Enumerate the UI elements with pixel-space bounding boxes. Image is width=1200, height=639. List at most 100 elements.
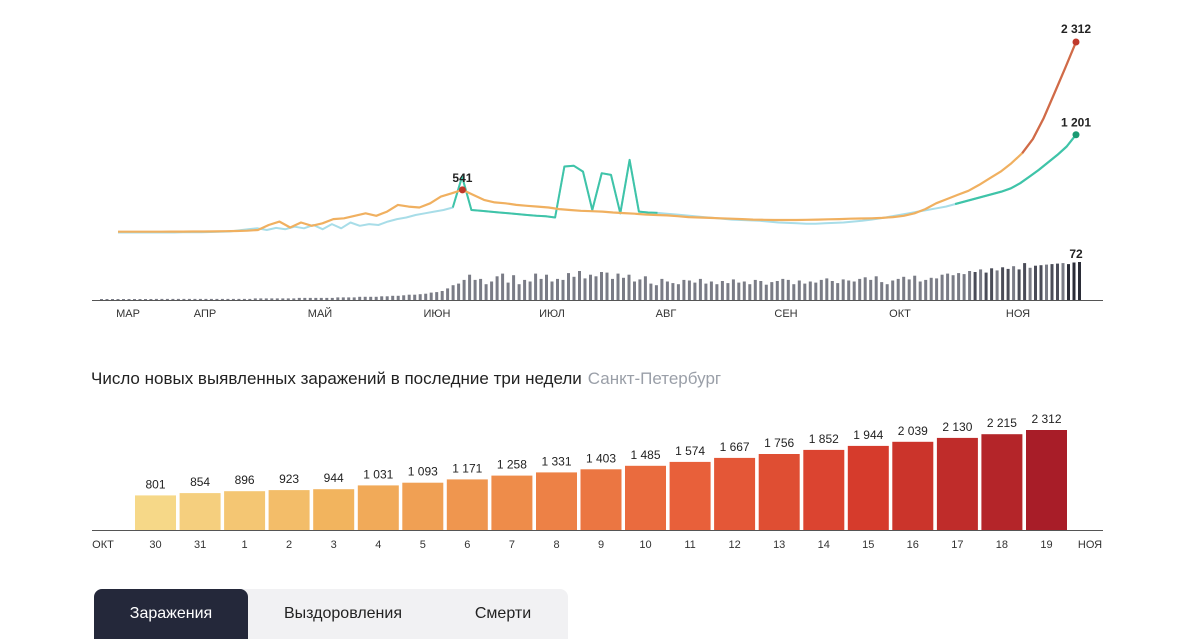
day-label: 18 [996, 539, 1008, 551]
month-label: ИЮН [424, 308, 451, 320]
day-label: 5 [420, 539, 426, 551]
bar [665, 281, 669, 300]
month-label: АВГ [656, 308, 677, 320]
bar [479, 278, 483, 300]
tab-recoveries[interactable]: Выздоровления [284, 605, 402, 622]
bar [215, 298, 219, 300]
bar [127, 299, 131, 300]
series-line-1 [118, 41, 1078, 233]
bar-value-label: 1 258 [497, 458, 527, 472]
bar [863, 277, 867, 300]
bar [858, 278, 862, 300]
month-label: АПР [194, 308, 216, 320]
bar-value-label: 2 039 [898, 424, 928, 438]
bar [654, 285, 658, 300]
bar-value-label: 1 667 [720, 440, 750, 454]
bar [792, 284, 796, 300]
month-label: ОКТ [889, 308, 911, 320]
day-label: 8 [553, 539, 559, 551]
bar [852, 281, 856, 300]
bar [292, 298, 296, 300]
bar [1045, 264, 1048, 300]
day-label: 9 [598, 539, 604, 551]
top-chart: 1 201 541 2 312 72 МАР АПР МАЙ ИЮН ИЮЛ АВГ СЕН ОКТ Н… [92, 22, 1103, 320]
bar [649, 283, 653, 300]
bar [786, 279, 790, 300]
bar [1001, 267, 1005, 300]
bar [402, 295, 406, 301]
bar [198, 298, 202, 300]
bar [924, 279, 928, 300]
bar [638, 279, 642, 300]
bar [242, 298, 246, 300]
section-heading: Число новых выявленных заражений в после… [91, 369, 721, 389]
bar [880, 282, 884, 300]
bar [457, 283, 461, 300]
bar [869, 279, 873, 300]
bar [270, 298, 274, 300]
day-label: 30 [149, 539, 161, 551]
bar [237, 298, 241, 300]
bar [758, 454, 800, 530]
bar [523, 279, 527, 300]
bar [968, 271, 972, 300]
bar [358, 296, 362, 300]
bar [819, 279, 823, 300]
bar [984, 272, 988, 300]
bar [176, 298, 180, 300]
bar [951, 275, 955, 300]
bar [633, 281, 636, 300]
bar [803, 283, 807, 300]
bar [407, 294, 411, 300]
bar [830, 281, 834, 300]
bar [902, 276, 906, 300]
bar [929, 277, 933, 300]
bar [336, 297, 340, 300]
bar-value-label: 1 031 [363, 467, 393, 481]
bar [468, 274, 472, 300]
bar [539, 278, 543, 300]
bar [892, 441, 934, 530]
bar [561, 279, 565, 300]
bar [698, 278, 702, 300]
bar-value-label: 854 [190, 475, 210, 489]
bar [913, 275, 917, 300]
bar [209, 298, 213, 300]
series-line-2 [118, 134, 1077, 234]
bar [841, 279, 845, 300]
bar [413, 294, 417, 300]
bar [572, 276, 576, 300]
bar [308, 297, 312, 300]
bar [1078, 262, 1081, 300]
bar [962, 274, 966, 300]
month-label: МАР [116, 308, 140, 320]
bar [374, 296, 378, 300]
tab-deaths[interactable]: Смерти [474, 605, 532, 622]
bar [391, 295, 395, 300]
start-month-label: ОКТ [92, 539, 114, 551]
region-link[interactable]: Санкт-Петербург [587, 369, 722, 388]
bar [357, 485, 399, 530]
bar-value-label: 2 312 [1031, 412, 1061, 426]
bar [224, 491, 266, 530]
bar-value-label: 1 944 [853, 428, 883, 442]
day-label: 19 [1040, 539, 1052, 551]
bar [918, 281, 922, 300]
bar [936, 437, 978, 530]
bar [446, 479, 488, 530]
bar [671, 283, 675, 300]
series-2-last-label: 1 201 [1061, 116, 1091, 130]
bar-value-label: 2 130 [942, 420, 972, 434]
bar-value-label: 1 403 [586, 451, 616, 465]
bar [896, 278, 900, 300]
bar [825, 278, 829, 300]
chart-title: Число новых выявленных заражений в после… [91, 369, 582, 388]
bar [495, 276, 499, 301]
bar [1056, 263, 1059, 300]
bar [605, 272, 609, 300]
bar [105, 299, 109, 300]
bar [731, 279, 735, 300]
bar [556, 278, 559, 300]
tab-infections[interactable]: Заражения [94, 589, 248, 639]
day-label: 17 [951, 539, 963, 551]
